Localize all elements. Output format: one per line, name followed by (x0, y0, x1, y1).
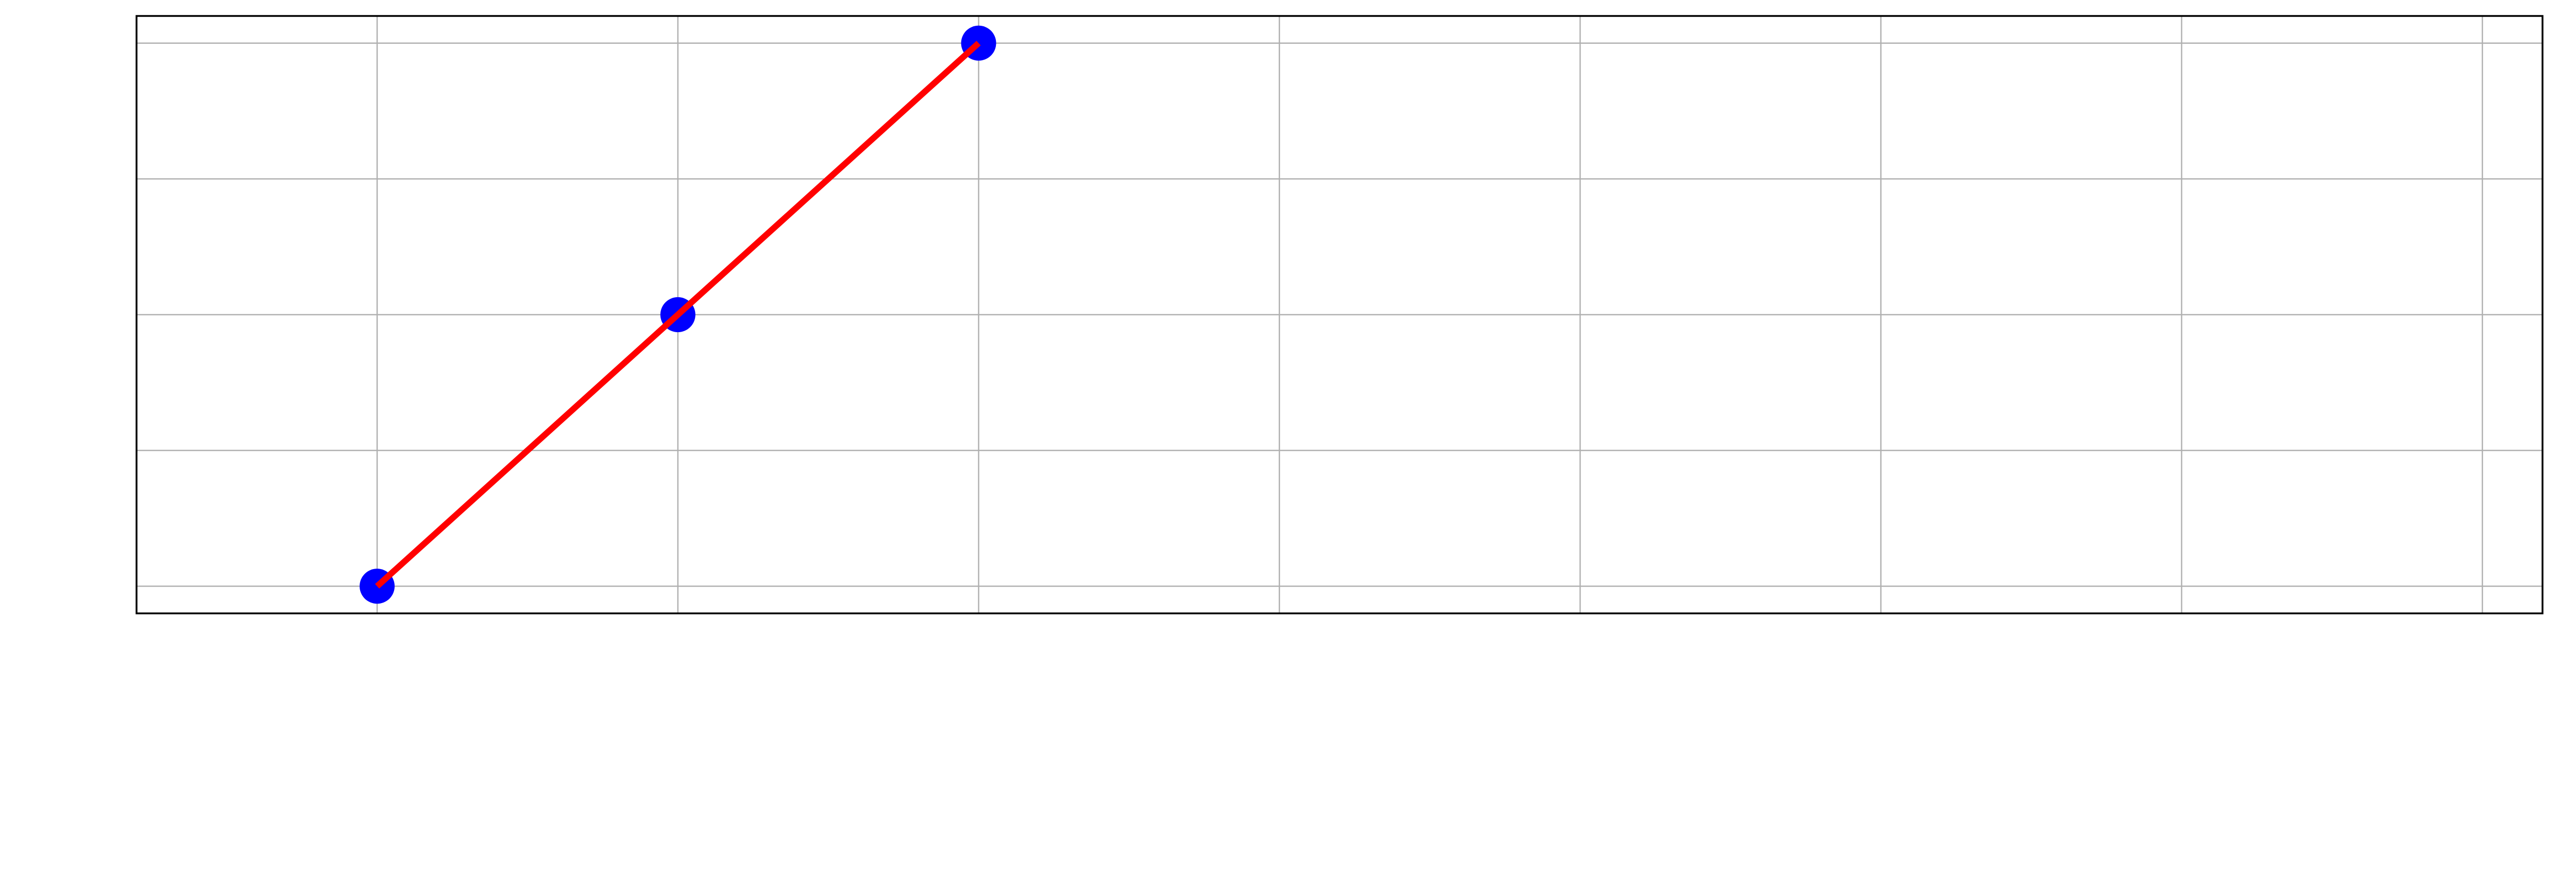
series-layer (375, 41, 981, 589)
grid-lines (137, 16, 2543, 613)
series-line (375, 41, 981, 589)
plot-frame (135, 15, 2544, 614)
